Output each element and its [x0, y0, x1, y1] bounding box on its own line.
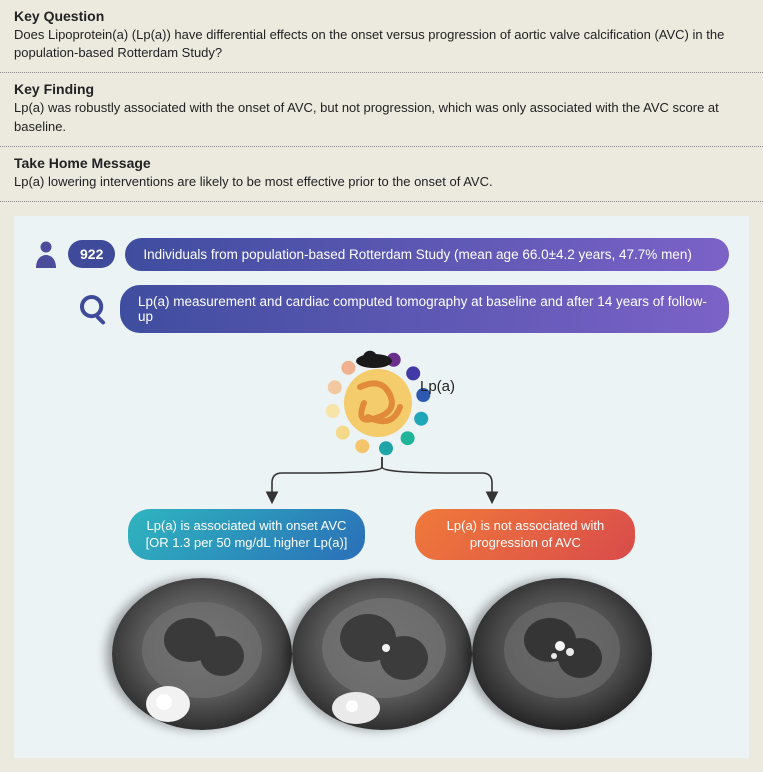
- take-home-text: Lp(a) lowering interventions are likely …: [14, 173, 749, 191]
- magnifier-icon: [78, 293, 110, 325]
- flow-arrows-icon: [212, 453, 552, 513]
- population-pill: Individuals from population-based Rotter…: [125, 238, 729, 271]
- key-question-text: Does Lipoprotein(a) (Lp(a)) have differe…: [14, 26, 749, 62]
- key-finding-section: Key Finding Lp(a) was robustly associate…: [0, 73, 763, 146]
- key-question-heading: Key Question: [14, 8, 749, 24]
- onset-line1: Lp(a) is associated with onset AVC: [147, 518, 347, 533]
- infographic-container: 922 Individuals from population-based Ro…: [0, 202, 763, 772]
- prog-line2: progression of AVC: [470, 535, 581, 550]
- prog-line1: Lp(a) is not associated with: [447, 518, 605, 533]
- ct-scan-2: [292, 578, 472, 730]
- ct-scan-3: [472, 578, 652, 730]
- ct-scan-1: [112, 578, 292, 730]
- take-home-heading: Take Home Message: [14, 155, 749, 171]
- ct-images-row: [112, 578, 652, 730]
- key-finding-text: Lp(a) was robustly associated with the o…: [14, 99, 749, 135]
- person-icon: [34, 240, 58, 268]
- take-home-section: Take Home Message Lp(a) lowering interve…: [0, 147, 763, 202]
- methods-row: Lp(a) measurement and cardiac computed t…: [34, 285, 729, 333]
- population-row: 922 Individuals from population-based Ro…: [34, 238, 729, 271]
- lpa-label: Lp(a): [420, 378, 455, 395]
- onset-line2: [OR 1.3 per 50 mg/dL higher Lp(a)]: [146, 535, 348, 550]
- count-badge: 922: [68, 240, 115, 268]
- progression-result-pill: Lp(a) is not associated with progression…: [415, 509, 635, 560]
- key-finding-heading: Key Finding: [14, 81, 749, 97]
- methods-pill: Lp(a) measurement and cardiac computed t…: [120, 285, 729, 333]
- key-question-section: Key Question Does Lipoprotein(a) (Lp(a))…: [0, 0, 763, 73]
- results-row: Lp(a) is associated with onset AVC [OR 1…: [128, 509, 636, 560]
- lpa-particle-icon: Lp(a): [272, 347, 492, 457]
- lpa-particle-figure: Lp(a) Lp(a) is associated with onset AVC…: [34, 347, 729, 730]
- onset-result-pill: Lp(a) is associated with onset AVC [OR 1…: [128, 509, 366, 560]
